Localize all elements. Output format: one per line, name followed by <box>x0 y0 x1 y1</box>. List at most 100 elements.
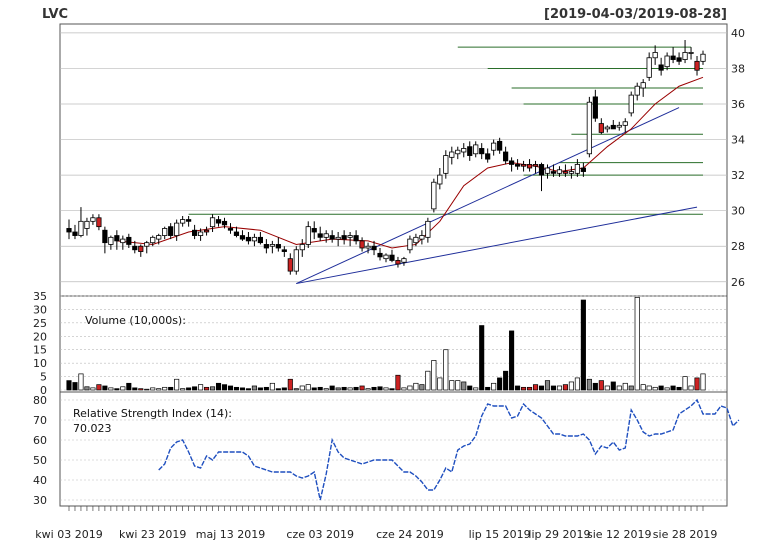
volume-bar <box>138 388 144 391</box>
moving-average-line <box>116 76 704 249</box>
candle <box>359 240 365 249</box>
x-tick-label: cze 24 2019 <box>376 528 444 541</box>
volume-bar <box>401 387 407 391</box>
volume-bar <box>192 386 198 391</box>
volume-bar <box>72 382 78 391</box>
candle <box>580 167 586 172</box>
candle <box>120 238 126 244</box>
rsi-tick-label: 80 <box>33 394 47 407</box>
volume-bar <box>299 385 305 391</box>
x-tick-label: sie 28 2019 <box>653 528 718 541</box>
price-tick-label: 32 <box>731 169 745 182</box>
volume-bar <box>646 385 652 391</box>
volume-bar <box>204 386 210 391</box>
candle <box>174 222 180 236</box>
volume-bar <box>574 377 580 391</box>
volume-tick-label: 10 <box>33 357 47 370</box>
x-tick-label: kwi 23 2019 <box>119 528 186 541</box>
candle <box>323 233 329 238</box>
volume-bar <box>443 349 449 391</box>
candle <box>245 236 252 242</box>
volume-bar <box>215 382 222 391</box>
volume-bar <box>239 387 246 391</box>
candle <box>311 228 317 233</box>
price-tick-label: 38 <box>731 62 745 75</box>
volume-bar <box>162 386 168 391</box>
candle <box>263 244 269 249</box>
volume-bar <box>287 378 293 391</box>
candle <box>341 235 347 240</box>
candle <box>96 217 102 228</box>
candle <box>395 260 401 265</box>
volume-bar <box>90 387 96 391</box>
candle <box>598 123 604 133</box>
x-tick-label: maj 13 2019 <box>196 528 266 541</box>
volume-bar <box>670 385 676 391</box>
volume-bar <box>389 388 395 391</box>
volume-bar <box>395 374 401 391</box>
volume-bar <box>616 385 622 391</box>
volume-bar <box>245 388 251 391</box>
volume-bar <box>341 386 347 391</box>
candle <box>610 124 616 130</box>
volume-bar <box>586 378 592 391</box>
volume-bar <box>562 384 568 391</box>
candle <box>532 164 539 167</box>
volume-bar <box>437 377 443 391</box>
volume-bar <box>221 384 228 391</box>
candle <box>550 171 557 174</box>
volume-bar <box>102 385 108 391</box>
candle <box>568 171 575 174</box>
volume-bar <box>526 386 533 391</box>
volume-bar <box>640 384 646 391</box>
rsi-value: 70.023 <box>73 422 112 435</box>
volume-bar <box>227 385 234 391</box>
candle <box>72 231 78 236</box>
candle <box>658 64 664 71</box>
candle <box>503 151 509 162</box>
volume-bar <box>275 388 281 391</box>
volume-bar <box>413 382 419 391</box>
candle <box>233 231 240 236</box>
volume-bar <box>335 387 341 391</box>
volume-bar <box>108 387 114 391</box>
candle <box>227 228 234 231</box>
candle <box>251 236 258 242</box>
candle <box>509 160 515 165</box>
candle <box>114 235 120 242</box>
volume-bar <box>538 385 545 391</box>
candle <box>138 245 144 252</box>
candle <box>84 220 90 229</box>
volume-bar <box>622 382 628 391</box>
candle <box>257 236 263 244</box>
candle <box>544 167 551 174</box>
volume-bar <box>479 325 485 391</box>
volume-bar <box>209 386 216 391</box>
volume-bar <box>521 386 527 391</box>
volume-bar <box>568 381 574 391</box>
candle <box>670 55 676 60</box>
volume-bar <box>198 384 204 391</box>
candle <box>389 254 395 261</box>
volume-bar <box>132 387 138 391</box>
candle <box>461 148 467 153</box>
volume-bar <box>305 384 311 391</box>
candle <box>347 235 353 238</box>
candle <box>317 233 323 238</box>
volume-bar <box>598 380 604 391</box>
volume-bar <box>485 386 491 391</box>
volume-panel <box>59 295 728 393</box>
volume-bar <box>353 386 359 391</box>
date-range: [2019-04-03/2019-08-28] <box>544 7 727 22</box>
candle <box>156 235 162 240</box>
candle <box>132 245 138 251</box>
volume-bar <box>120 386 126 391</box>
candle <box>365 245 371 249</box>
rsi-tick-label: 30 <box>33 494 47 507</box>
candle <box>180 219 186 224</box>
candle <box>221 220 228 226</box>
candle <box>640 82 646 89</box>
volume-bar <box>700 373 706 391</box>
volume-bar <box>676 386 682 391</box>
volume-bar <box>491 382 497 391</box>
